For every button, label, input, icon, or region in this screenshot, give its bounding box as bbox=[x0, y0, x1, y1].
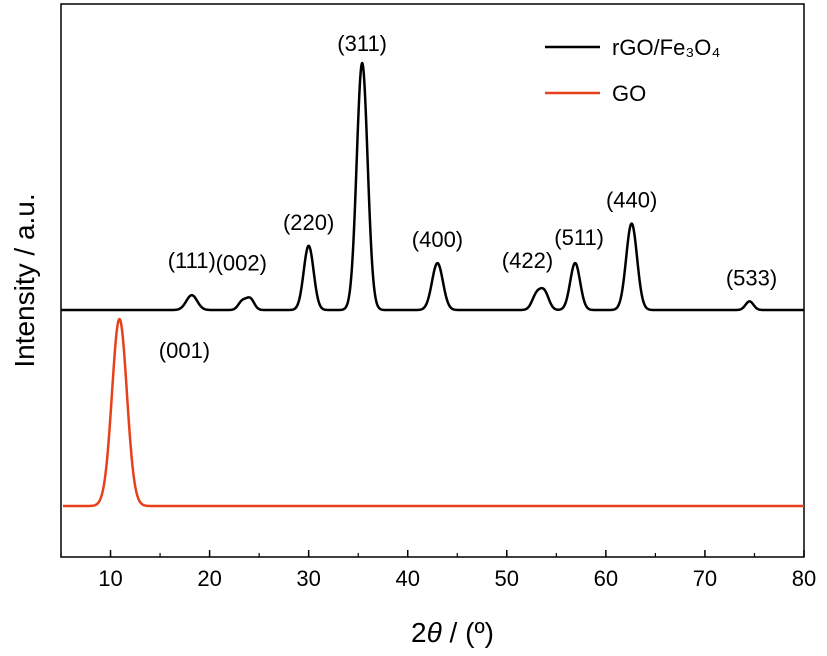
legend: rGO/Fe₃O₄ GO bbox=[545, 35, 720, 106]
peak-label: (111) bbox=[168, 248, 216, 273]
peak-label: (002) bbox=[216, 251, 267, 276]
peak-labels: (111) (002) (220) (311) (400) (422)(511)(440)… bbox=[159, 31, 777, 363]
peak-label: (422) bbox=[502, 248, 553, 273]
legend-label-go: GO bbox=[612, 81, 646, 106]
series-lines bbox=[60, 61, 805, 508]
x-tick-label: 70 bbox=[693, 566, 717, 591]
y-axis-label: Intensity / a.u. bbox=[9, 193, 40, 367]
x-tick-label: 20 bbox=[197, 566, 221, 591]
peak-label: (440) bbox=[606, 188, 657, 213]
legend-label-rgo-fe3o4: rGO/Fe₃O₄ bbox=[612, 35, 720, 60]
x-tick-label: 40 bbox=[395, 566, 419, 591]
x-ticks: 10 20 30 40 50 60 70 80 bbox=[60, 550, 816, 591]
series-line-rgo-fe3o4 bbox=[60, 61, 805, 312]
peak-label: (311) bbox=[337, 31, 387, 56]
x-axis-label-prefix: 2 bbox=[411, 617, 427, 648]
x-axis-label-symbol: θ bbox=[427, 617, 442, 648]
peak-label: (533) bbox=[726, 265, 777, 290]
x-axis-label: 2θ / (º) bbox=[411, 617, 494, 648]
x-tick-label: 30 bbox=[296, 566, 320, 591]
x-tick-label: 60 bbox=[594, 566, 618, 591]
peak-label: (511) bbox=[554, 225, 604, 250]
x-axis-label-suffix: / (º) bbox=[442, 617, 494, 648]
x-tick-label: 10 bbox=[98, 566, 122, 591]
peak-label: (220) bbox=[283, 210, 334, 235]
peak-label: (400) bbox=[412, 227, 463, 252]
series-line-go bbox=[62, 317, 805, 508]
plot-frame bbox=[60, 3, 805, 558]
x-tick-label: 80 bbox=[792, 566, 816, 591]
x-tick-label: 50 bbox=[495, 566, 519, 591]
peak-label: (001) bbox=[159, 338, 210, 363]
